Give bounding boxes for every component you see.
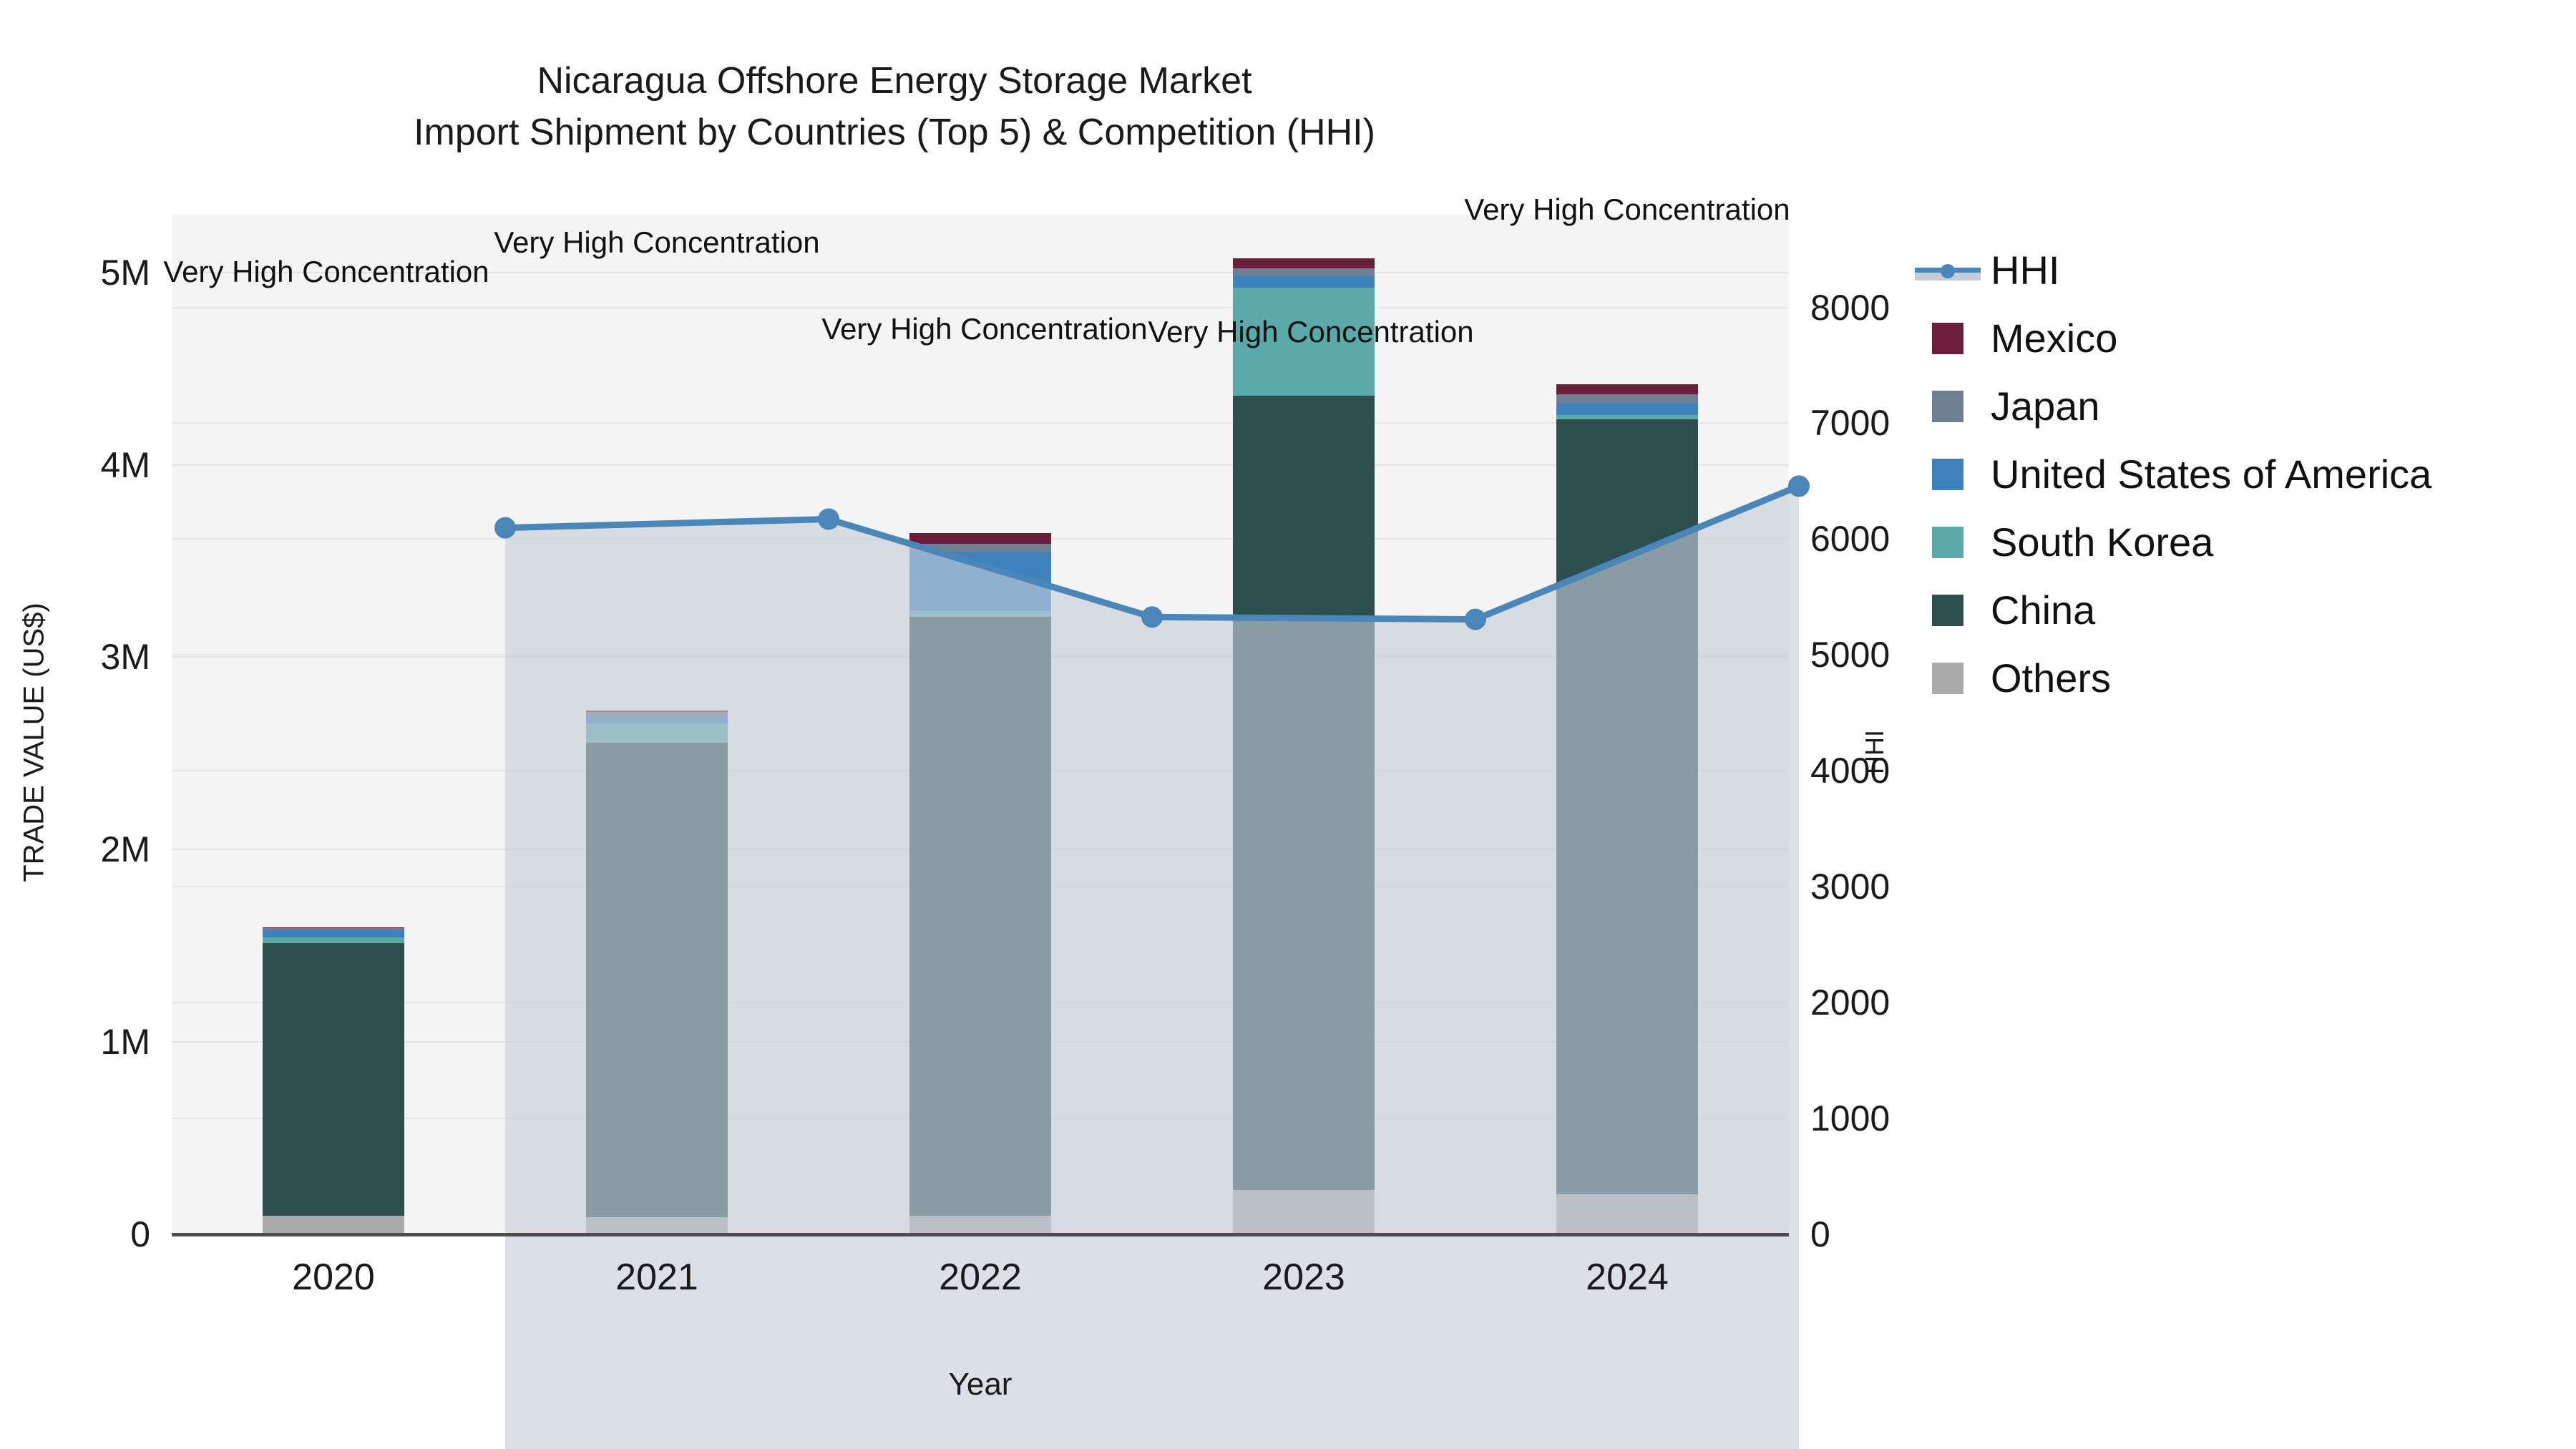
y-axis-left-tick-label: 2M (100, 829, 150, 870)
bar-2020[interactable] (263, 215, 404, 1234)
y-axis-right-tick-label: 8000 (1810, 287, 1890, 328)
chart-title-line-2: Import Shipment by Countries (Top 5) & C… (414, 111, 1375, 153)
y-axis-right-tick-label: 0 (1810, 1214, 1830, 1254)
bar-segment-japan[interactable] (1233, 268, 1375, 277)
legend-item-hhi[interactable]: HHI (1915, 236, 2431, 304)
legend-item-china[interactable]: China (1932, 576, 2431, 644)
legend-swatch-icon (1932, 662, 1963, 694)
chart-title: Nicaragua Offshore Energy Storage Market… (0, 56, 1789, 159)
legend-swatch-icon (1932, 390, 1963, 422)
legend-swatch-icon (1932, 594, 1963, 626)
y-axis-left-tick-label: 5M (100, 252, 150, 293)
y-axis-left-tick-label: 0 (130, 1214, 150, 1254)
legend: HHI Mexico Japan United States of America So… (1915, 236, 2431, 712)
x-axis-tick-label-2022: 2022 (939, 1257, 1022, 1298)
legend-swatch-icon (1932, 526, 1963, 558)
bar-segment-south-korea[interactable] (1233, 288, 1375, 396)
y-axis-right-tick-label: 6000 (1810, 519, 1890, 560)
y-axis-right-tick-label: 4000 (1810, 751, 1890, 791)
bar-segment-united-states-of-america[interactable] (1556, 403, 1698, 415)
bar-segment-others[interactable] (263, 1216, 404, 1234)
bar-segment-south-korea[interactable] (1556, 414, 1698, 420)
legend-line-marker-icon (1915, 255, 1981, 286)
y-axis-right-tick-label: 5000 (1810, 635, 1890, 675)
legend-label: South Korea (1991, 519, 2214, 565)
bar-segment-united-states-of-america[interactable] (1233, 276, 1375, 288)
hhi-point-2024[interactable] (1788, 475, 1810, 497)
annotation-2020: Very High Concentration (163, 254, 489, 288)
hhi-point-2023[interactable] (1465, 608, 1486, 630)
legend-label: HHI (1991, 247, 2060, 293)
y-axis-right-tick-label: 2000 (1810, 982, 1890, 1023)
annotation-2022: Very High Concentration (821, 312, 1148, 346)
y-axis-left-tick-label: 4M (100, 444, 150, 485)
gridline (172, 306, 1789, 308)
bar-segment-mexico[interactable] (263, 927, 404, 929)
x-axis-tick-label-2024: 2024 (1586, 1257, 1669, 1298)
x-axis-tick-label-2021: 2021 (615, 1257, 698, 1298)
hhi-point-2020[interactable] (494, 517, 516, 539)
legend-item-others[interactable]: Others (1932, 644, 2431, 712)
bar-segment-japan[interactable] (909, 543, 1051, 552)
legend-label: China (1991, 587, 2096, 633)
legend-item-mexico[interactable]: Mexico (1932, 304, 2431, 372)
chart-title-line-1: Nicaragua Offshore Energy Storage Market (537, 60, 1252, 102)
hhi-point-2022[interactable] (1141, 606, 1163, 628)
annotation-2023: Very High Concentration (1148, 314, 1474, 348)
bar-segment-china[interactable] (263, 942, 404, 1216)
hhi-area-fill (505, 486, 1799, 1449)
y-axis-left-title: TRADE VALUE (US$) (18, 602, 50, 882)
legend-swatch-icon (1932, 458, 1963, 490)
y-axis-left-tick-label: 3M (100, 637, 150, 678)
gridline (172, 464, 1789, 466)
bar-segment-mexico[interactable] (1556, 384, 1698, 395)
legend-item-united-states-of-america[interactable]: United States of America (1932, 440, 2431, 508)
x-axis-line (172, 1233, 1789, 1236)
y-axis-right-tick-label: 3000 (1810, 867, 1890, 907)
gridline (172, 271, 1789, 273)
bar-segment-japan[interactable] (263, 928, 404, 930)
bar-segment-mexico[interactable] (1233, 258, 1375, 269)
hhi-line-layer (494, 475, 1810, 1449)
x-axis-tick-label-2020: 2020 (292, 1257, 375, 1298)
legend-item-south-korea[interactable]: South Korea (1932, 508, 2431, 576)
y-axis-left-tick-label: 1M (100, 1022, 150, 1063)
bar-segment-japan[interactable] (1556, 394, 1698, 404)
bar-segment-mexico[interactable] (909, 532, 1051, 544)
y-axis-right-title: HHI (1860, 730, 1889, 774)
hhi-point-2021[interactable] (818, 508, 839, 530)
bar-segment-united-states-of-america[interactable] (263, 929, 404, 937)
y-axis-right-tick-label: 7000 (1810, 403, 1890, 444)
plot-area (172, 215, 1810, 1449)
bar-segment-south-korea[interactable] (263, 937, 404, 943)
legend-label: Mexico (1991, 315, 2118, 361)
x-axis-tick-label-2023: 2023 (1262, 1257, 1345, 1298)
annotation-2021: Very High Concentration (494, 225, 820, 260)
legend-swatch-icon (1932, 322, 1963, 354)
x-axis-title: Year (948, 1367, 1013, 1402)
legend-label: Others (1991, 655, 2112, 701)
legend-item-japan[interactable]: Japan (1932, 372, 2431, 440)
legend-label: Japan (1991, 383, 2100, 429)
gridline (172, 422, 1789, 424)
y-axis-right-tick-label: 1000 (1810, 1098, 1890, 1139)
annotation-2024: Very High Concentration (1464, 192, 1790, 227)
legend-label: United States of America (1991, 451, 2432, 497)
